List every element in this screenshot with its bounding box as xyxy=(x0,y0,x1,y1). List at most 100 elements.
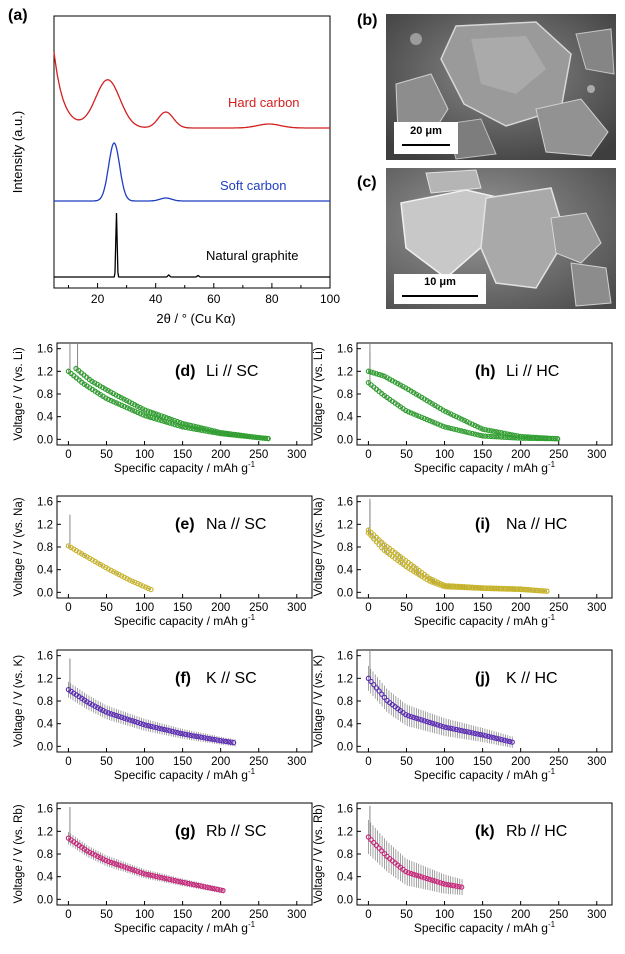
gcd-data-point xyxy=(496,429,502,435)
gcd-data-point xyxy=(137,720,144,727)
gcd-data-point xyxy=(504,431,510,437)
gcd-data-point xyxy=(111,860,117,866)
gcd-y-tick-label: 0.0 xyxy=(37,434,53,446)
gcd-data-point xyxy=(474,731,481,737)
gcd-data-point xyxy=(110,390,116,397)
natural-graphite-curve xyxy=(54,212,330,278)
gcd-panel-e: 0 50 100 150 200 250 300 0.0 0.4 0.8 1.2 1.6 Specifi… xyxy=(13,495,313,628)
gcd-data-point xyxy=(456,727,462,733)
gcd-data-point xyxy=(220,887,226,894)
gcd-data-point xyxy=(135,719,141,726)
gcd-data-point xyxy=(456,883,462,890)
gcd-data-point xyxy=(528,434,534,440)
gcd-data-point xyxy=(129,718,136,724)
gcd-panel-title: Na // SC xyxy=(206,516,266,533)
gcd-y-tick-label: 1.6 xyxy=(37,804,53,816)
gcd-data-point xyxy=(97,855,104,861)
gcd-data-point xyxy=(405,409,412,415)
gcd-data-point xyxy=(241,432,247,439)
gcd-data-point xyxy=(421,718,428,724)
gcd-data-point xyxy=(379,545,385,551)
gcd-data-point xyxy=(127,406,133,412)
gcd-data-point xyxy=(506,431,513,438)
gcd-data-point xyxy=(230,739,237,746)
gcd-data-point xyxy=(126,399,132,405)
gcd-data-point xyxy=(461,584,467,590)
gcd-data-point xyxy=(504,738,510,744)
gcd-data-point xyxy=(538,588,545,594)
gcd-data-point xyxy=(530,587,537,593)
gcd-y-tick-label: 0.0 xyxy=(337,741,353,753)
gcd-data-point xyxy=(121,864,128,870)
gcd-data-point xyxy=(538,435,545,441)
gcd-data-point xyxy=(124,716,130,722)
gcd-y-tick-label: 0.8 xyxy=(37,389,53,401)
sem-image-b: 20 μm xyxy=(386,14,616,160)
gcd-y-axis-label: Voltage / V (vs. Li) xyxy=(13,347,25,440)
gcd-data-point xyxy=(371,682,377,688)
gcd-x-tick-label: 250 xyxy=(549,909,568,921)
gcd-x-tick-label: 300 xyxy=(287,602,306,614)
gcd-data-point xyxy=(169,728,175,735)
gcd-data-point xyxy=(111,399,117,405)
gcd-data-point xyxy=(490,735,497,741)
gcd-data-point xyxy=(464,429,470,435)
gcd-data-point xyxy=(190,881,197,888)
gcd-data-point xyxy=(177,419,183,426)
gcd-data-point xyxy=(153,873,159,880)
gcd-data-point xyxy=(445,725,451,731)
gcd-data-point xyxy=(368,678,374,685)
gcd-data-point xyxy=(212,736,218,743)
gcd-data-point xyxy=(87,849,93,855)
gcd-x-tick-label: 150 xyxy=(473,909,492,921)
gcd-data-point xyxy=(469,421,475,427)
gcd-y-tick-label: 0.0 xyxy=(37,741,53,753)
gcd-data-point xyxy=(448,725,454,732)
gcd-data-point xyxy=(211,428,218,434)
gcd-data-point xyxy=(464,419,470,425)
gcd-data-point xyxy=(421,415,428,422)
gcd-data-point xyxy=(440,582,446,588)
gcd-data-point xyxy=(498,585,505,592)
gcd-data-point xyxy=(177,879,183,885)
gcd-data-point xyxy=(514,433,521,439)
gcd-data-point xyxy=(92,703,98,709)
gcd-data-point xyxy=(140,583,146,589)
gcd-x-tick-label: 100 xyxy=(135,602,154,614)
gcd-data-point xyxy=(113,392,119,398)
gcd-y-tick-label: 1.2 xyxy=(37,673,53,685)
gcd-data-point xyxy=(233,431,239,438)
gcd-data-point xyxy=(501,737,507,743)
gcd-y-tick-label: 0.8 xyxy=(37,696,53,708)
gcd-data-point xyxy=(459,428,465,434)
gcd-data-point xyxy=(376,371,382,378)
gcd-data-point xyxy=(209,885,215,892)
gcd-data-point xyxy=(381,694,388,701)
gcd-data-point xyxy=(103,564,109,571)
gcd-data-point xyxy=(493,429,499,435)
gcd-data-point xyxy=(143,722,149,728)
gcd-data-point xyxy=(190,423,196,429)
gcd-data-point xyxy=(496,585,502,591)
gcd-data-point xyxy=(228,739,234,745)
gcd-x-axis-label-sup: -1 xyxy=(248,460,256,469)
gcd-x-tick-label: 300 xyxy=(287,909,306,921)
gcd-data-point xyxy=(389,377,396,384)
gcd-data-point xyxy=(153,411,159,417)
soft-carbon-curve xyxy=(54,142,330,202)
gcd-data-point xyxy=(403,711,409,718)
gcd-data-point xyxy=(105,566,112,572)
xrd-x-axis-label: 2θ / ° (Cu Kα) xyxy=(156,311,235,326)
gcd-frame xyxy=(56,802,313,906)
gcd-data-point xyxy=(203,426,210,432)
gcd-data-point xyxy=(544,435,550,441)
gcd-data-point xyxy=(151,873,157,879)
gcd-data-point xyxy=(108,397,114,404)
gcd-x-tick-label: 150 xyxy=(473,756,492,768)
gcd-data-point xyxy=(373,685,380,691)
gcd-x-tick-label: 0 xyxy=(65,449,71,461)
gcd-data-point xyxy=(371,370,377,376)
gcd-data-point xyxy=(435,879,441,885)
gcd-data-point xyxy=(188,732,194,739)
gcd-data-point xyxy=(119,714,125,720)
